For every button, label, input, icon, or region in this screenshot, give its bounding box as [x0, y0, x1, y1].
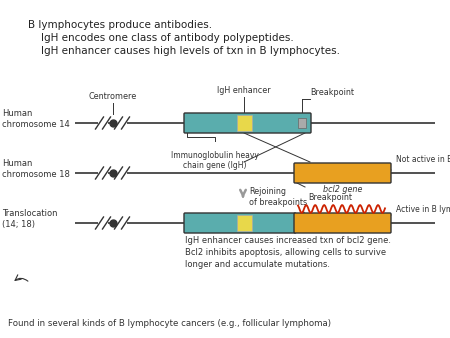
Bar [298, 118, 306, 128]
Text: IgH enhancer causes high levels of txn in B lymphocytes.: IgH enhancer causes high levels of txn i… [28, 46, 340, 56]
Text: IgH enhancer causes increased txn of bcl2 gene.: IgH enhancer causes increased txn of bcl… [185, 236, 391, 245]
Text: B lymphocytes produce antibodies.: B lymphocytes produce antibodies. [28, 20, 212, 30]
Text: Translocation
(14; 18): Translocation (14; 18) [2, 209, 58, 229]
FancyBboxPatch shape [184, 213, 296, 233]
Text: IgH enhancer: IgH enhancer [217, 86, 271, 95]
Text: Human
chromosome 18: Human chromosome 18 [2, 159, 70, 179]
Text: Not active in B lymphocytes: Not active in B lymphocytes [396, 154, 450, 164]
Text: longer and accumulate mutations.: longer and accumulate mutations. [185, 260, 330, 269]
FancyBboxPatch shape [294, 163, 391, 183]
Text: Breakpoint: Breakpoint [308, 193, 352, 202]
Text: IgH encodes one class of antibody polypeptides.: IgH encodes one class of antibody polype… [28, 33, 294, 43]
FancyBboxPatch shape [294, 213, 391, 233]
Bar [237, 115, 252, 131]
Text: Immunoglobulin heavy
chain gene (IgH): Immunoglobulin heavy chain gene (IgH) [171, 151, 259, 170]
Text: Breakpoint: Breakpoint [310, 88, 354, 97]
Text: Found in several kinds of B lymphocyte cancers (e.g., follicular lymphoma): Found in several kinds of B lymphocyte c… [8, 319, 331, 328]
Text: Active in B lymphocytes: Active in B lymphocytes [396, 204, 450, 214]
Text: Bcl2 inhibits apoptosis, allowing cells to survive: Bcl2 inhibits apoptosis, allowing cells … [185, 248, 386, 257]
FancyBboxPatch shape [184, 113, 311, 133]
Text: Human
chromosome 14: Human chromosome 14 [2, 109, 70, 129]
Text: Centromere: Centromere [89, 92, 137, 101]
Text: bcl2 gene: bcl2 gene [323, 185, 362, 194]
Text: Rejoining
of breakpoints: Rejoining of breakpoints [249, 187, 307, 207]
Bar [237, 215, 252, 231]
